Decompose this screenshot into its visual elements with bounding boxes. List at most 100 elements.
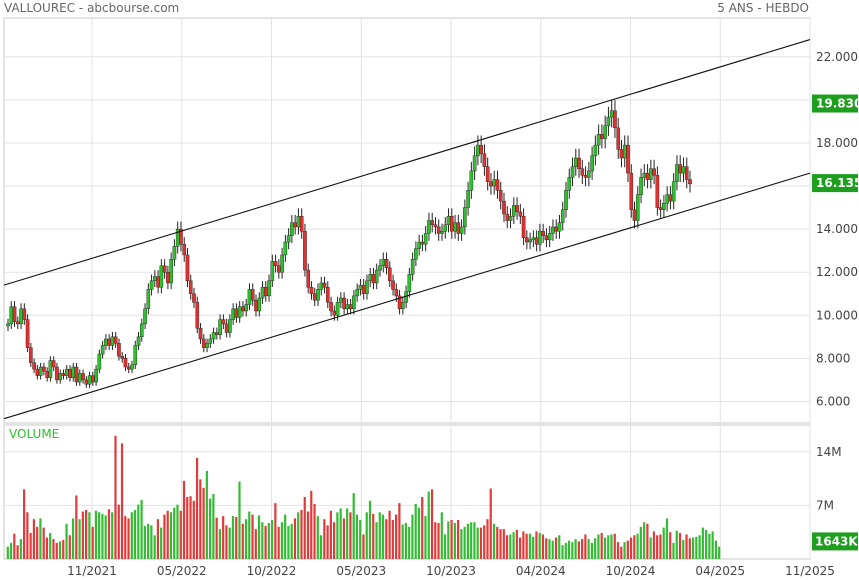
y-tick-label: 12.000 xyxy=(816,265,858,279)
candle-body xyxy=(619,149,624,159)
candle-body xyxy=(286,235,291,243)
volume-bar xyxy=(326,525,329,559)
candle-body xyxy=(270,261,275,282)
candle-body xyxy=(172,246,177,260)
candle-body xyxy=(293,222,297,228)
candle-body xyxy=(316,289,320,301)
candle-body xyxy=(560,209,565,223)
price-marker-tag xyxy=(812,94,858,113)
volume-bar xyxy=(228,527,231,559)
volume-bar xyxy=(267,523,270,559)
volume-bar xyxy=(88,512,91,559)
candle-body xyxy=(355,289,359,297)
candle-body xyxy=(329,302,333,312)
candle-body xyxy=(159,265,164,288)
volume-bar xyxy=(78,519,81,559)
candle-body xyxy=(296,215,301,228)
price-marker-label: 19.830 xyxy=(816,97,859,111)
volume-bar xyxy=(55,542,58,559)
volume-bar xyxy=(199,479,202,559)
volume-bar xyxy=(137,504,140,559)
trend-line xyxy=(3,39,811,286)
candle-body xyxy=(440,231,444,234)
candle-body xyxy=(394,289,399,297)
candle-body xyxy=(208,338,213,344)
volume-bar xyxy=(515,529,518,559)
volume-bar xyxy=(682,539,685,559)
volume-bar xyxy=(460,529,463,559)
candle-body xyxy=(420,241,425,245)
candle-body xyxy=(378,265,382,271)
volume-bar xyxy=(607,535,610,559)
candle-body xyxy=(38,366,43,376)
candle-body xyxy=(42,366,46,372)
candle-body xyxy=(153,276,157,282)
volume-bar xyxy=(708,533,711,559)
candle-body xyxy=(110,336,115,346)
volume-bar xyxy=(333,522,336,559)
volume-bar xyxy=(225,525,228,559)
candle-body xyxy=(508,215,513,221)
volume-bar xyxy=(545,538,548,559)
candle-body xyxy=(244,304,249,312)
candle-body xyxy=(511,205,516,217)
candle-body xyxy=(541,231,545,236)
volume-bar xyxy=(65,523,68,559)
volume-bar xyxy=(130,512,133,559)
candle-body xyxy=(482,153,487,167)
volume-bar xyxy=(554,537,558,559)
volume-bar xyxy=(26,512,29,559)
volume-bar xyxy=(293,518,297,559)
candle-body xyxy=(22,308,27,320)
x-tick-label: 04/2025 xyxy=(695,564,745,578)
candle-body xyxy=(534,237,539,245)
candle-body xyxy=(521,215,526,238)
volume-bar xyxy=(186,496,189,559)
candle-body xyxy=(241,306,245,312)
volume-bar xyxy=(662,527,665,559)
candle-body xyxy=(322,282,327,288)
volume-bar xyxy=(346,508,349,559)
volume-bar xyxy=(646,523,649,559)
candle-body xyxy=(192,293,196,303)
candle-body xyxy=(87,375,92,385)
x-tick-label: 05/2022 xyxy=(157,564,207,578)
volume-bar xyxy=(551,540,554,559)
volume-bar xyxy=(443,534,447,559)
candle-body xyxy=(606,116,611,126)
candle-body xyxy=(71,366,76,378)
volume-bar xyxy=(489,488,492,559)
volume-bar xyxy=(512,532,515,559)
candle-body xyxy=(211,332,216,340)
candle-body xyxy=(635,194,640,221)
candle-body xyxy=(257,297,262,312)
volume-bar xyxy=(463,526,466,559)
candle-body xyxy=(306,269,311,288)
y-tick-label: 14.000 xyxy=(816,222,858,236)
volume-bar xyxy=(173,507,176,559)
candle-body xyxy=(231,308,235,320)
candle-body xyxy=(74,366,79,383)
volume-bar xyxy=(427,491,430,559)
volume-bar xyxy=(202,487,205,559)
candle-body xyxy=(263,287,268,297)
candle-body xyxy=(9,306,14,325)
volume-bar xyxy=(290,523,293,559)
x-tick-label: 11/2021 xyxy=(67,564,117,578)
volume-bar xyxy=(532,536,535,559)
volume-bar xyxy=(404,523,408,559)
volume-bar xyxy=(222,516,225,559)
candle-body xyxy=(632,209,637,221)
candle-body xyxy=(665,194,669,204)
candle-body xyxy=(29,347,33,363)
candle-body xyxy=(430,220,435,226)
candle-body xyxy=(603,125,607,139)
volume-bar xyxy=(450,519,453,559)
trend-channel xyxy=(3,39,811,420)
candle-body xyxy=(84,379,89,385)
volume-bar xyxy=(408,526,411,559)
volume-bar xyxy=(567,540,571,559)
volume-bar xyxy=(695,536,698,559)
volume-bar xyxy=(705,529,708,559)
volume-bar xyxy=(417,507,421,559)
